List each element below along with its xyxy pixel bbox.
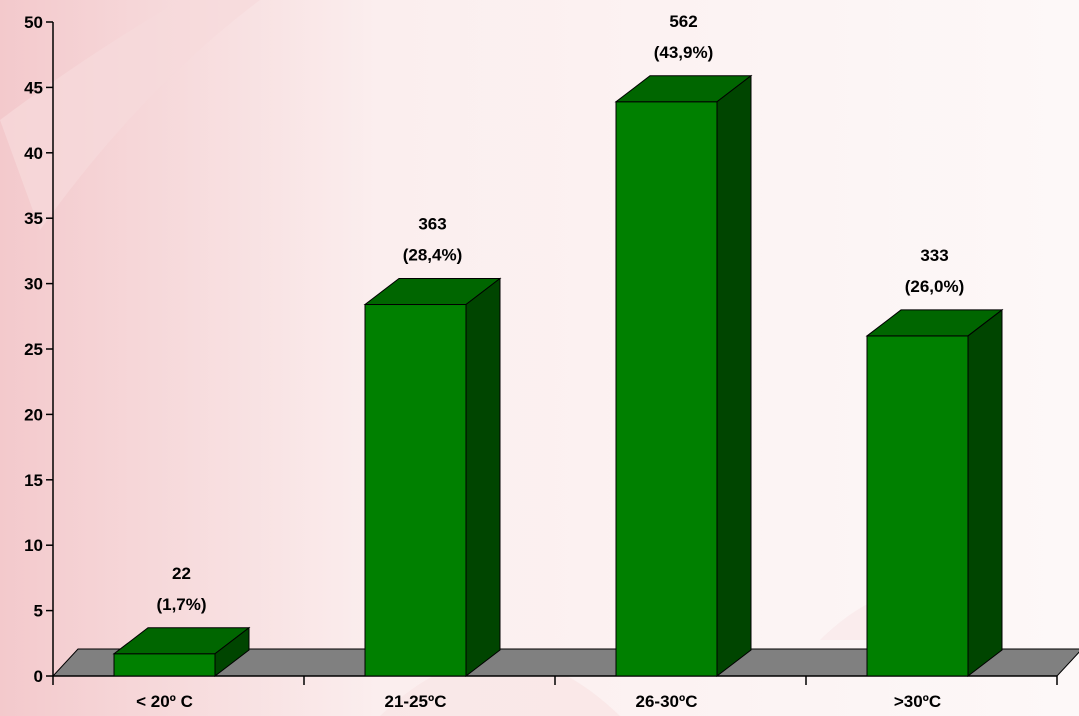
data-label-count: 562	[669, 12, 697, 31]
y-tick-label: 50	[24, 13, 43, 32]
x-category-label: >30ºC	[894, 692, 941, 711]
bar-series	[112, 74, 1004, 678]
data-labels: 22 (1,7%) 363 (28,4%) 562 (43,9%) 333 (26,0%)	[156, 12, 964, 614]
bar-side	[465, 277, 501, 678]
bar-side	[214, 626, 250, 678]
x-category-label: 21-25ºC	[385, 692, 447, 711]
data-label-percent: (26,0%)	[905, 277, 965, 296]
data-label-count: 363	[418, 215, 446, 234]
data-label-percent: (1,7%)	[156, 595, 206, 614]
bar-front	[615, 101, 718, 677]
y-tick-label: 5	[34, 602, 43, 621]
y-tick-label: 15	[24, 471, 43, 490]
y-tick-label: 25	[24, 340, 43, 359]
bar-front	[364, 304, 467, 677]
y-tick-label: 0	[34, 667, 43, 686]
bar	[614, 74, 753, 678]
bar	[363, 277, 502, 678]
bar-front	[113, 653, 216, 677]
data-label-count: 333	[920, 246, 948, 265]
data-label-count: 22	[172, 564, 191, 583]
bar-side	[967, 308, 1003, 678]
x-category-label: < 20º C	[136, 692, 193, 711]
y-axis-ticks: 0 5 10 15 20 25 30 35 40 45 50	[24, 13, 53, 686]
bar-side	[716, 74, 752, 678]
x-category-label: 26-30ºC	[636, 692, 698, 711]
data-label-percent: (28,4%)	[403, 246, 463, 265]
category-labels: < 20º C 21-25ºC 26-30ºC >30ºC	[136, 692, 941, 711]
y-tick-label: 45	[24, 78, 43, 97]
y-tick-label: 40	[24, 144, 43, 163]
y-tick-label: 30	[24, 275, 43, 294]
bar	[865, 308, 1004, 678]
x-axis-ticks	[52, 676, 1058, 685]
bar-front	[866, 335, 969, 677]
y-tick-label: 20	[24, 405, 43, 424]
y-tick-label: 35	[24, 209, 43, 228]
y-tick-label: 10	[24, 536, 43, 555]
bar	[112, 626, 251, 678]
data-label-percent: (43,9%)	[654, 43, 714, 62]
